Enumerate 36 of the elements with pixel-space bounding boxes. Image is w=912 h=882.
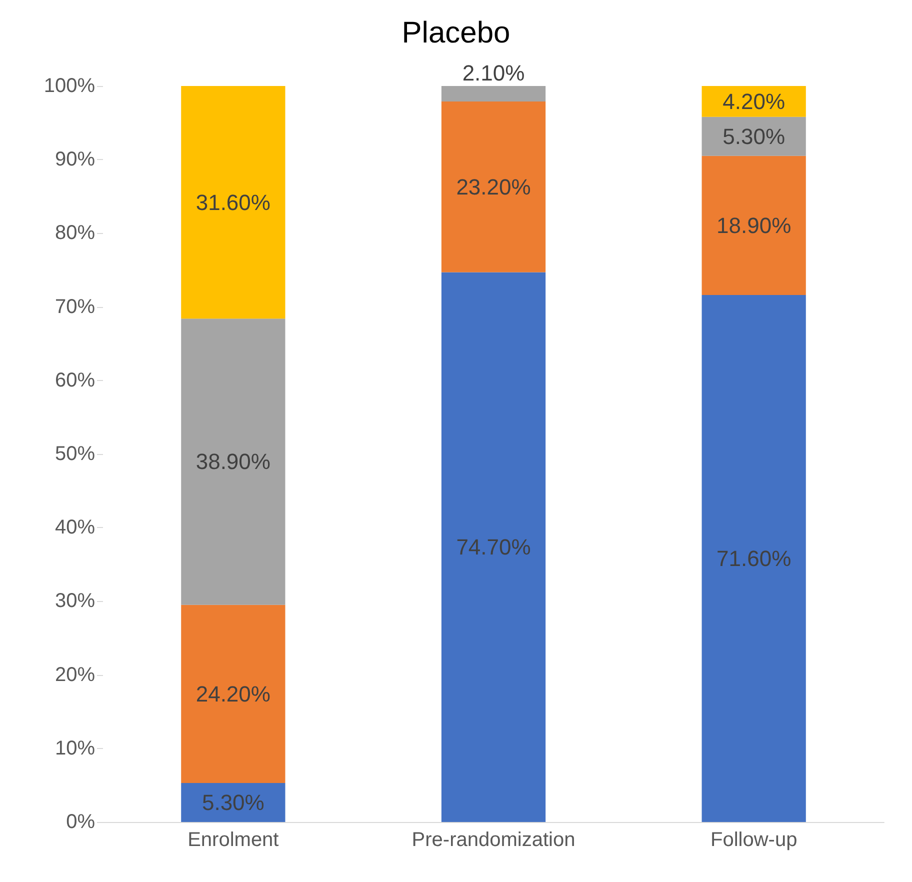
y-tick-label: 40% <box>54 516 96 539</box>
data-label: 71.60% <box>716 546 792 572</box>
y-tick-label: 20% <box>54 664 96 686</box>
data-label: 2.10% <box>462 60 525 86</box>
bar <box>181 782 286 822</box>
x-tick-label: Pre-randomization <box>412 829 576 851</box>
y-tick-label: 70% <box>54 296 96 318</box>
data-label: 24.20% <box>196 681 270 706</box>
y-tick-label: 90% <box>54 148 96 171</box>
bar <box>181 86 286 319</box>
y-tick-label: 80% <box>54 222 96 244</box>
bar <box>441 272 546 822</box>
bar <box>702 295 806 822</box>
bar <box>702 156 806 296</box>
data-label: 18.90% <box>716 212 792 238</box>
bar <box>441 101 546 272</box>
data-label: 5.30% <box>202 790 264 815</box>
data-label: 4.20% <box>722 88 786 114</box>
y-tick-label: 60% <box>54 369 96 392</box>
data-label: 38.90% <box>196 449 270 474</box>
data-label: 74.70% <box>456 534 531 560</box>
data-label: 5.30% <box>722 124 786 149</box>
data-label: 31.60% <box>196 190 270 215</box>
chart-title: Placebo <box>402 16 510 50</box>
bar <box>702 116 806 156</box>
y-tick-label: 0% <box>66 811 96 833</box>
bar <box>441 86 546 102</box>
y-tick-label: 10% <box>54 737 96 760</box>
bar <box>181 318 286 605</box>
data-label: 23.20% <box>456 174 531 200</box>
y-tick-label: 50% <box>54 443 96 465</box>
y-tick-label: 100% <box>44 75 96 97</box>
y-tick-label: 30% <box>54 590 96 612</box>
bar <box>181 604 286 783</box>
x-tick-label: Follow-up <box>710 829 798 851</box>
x-tick-label: Enrolment <box>188 829 280 851</box>
